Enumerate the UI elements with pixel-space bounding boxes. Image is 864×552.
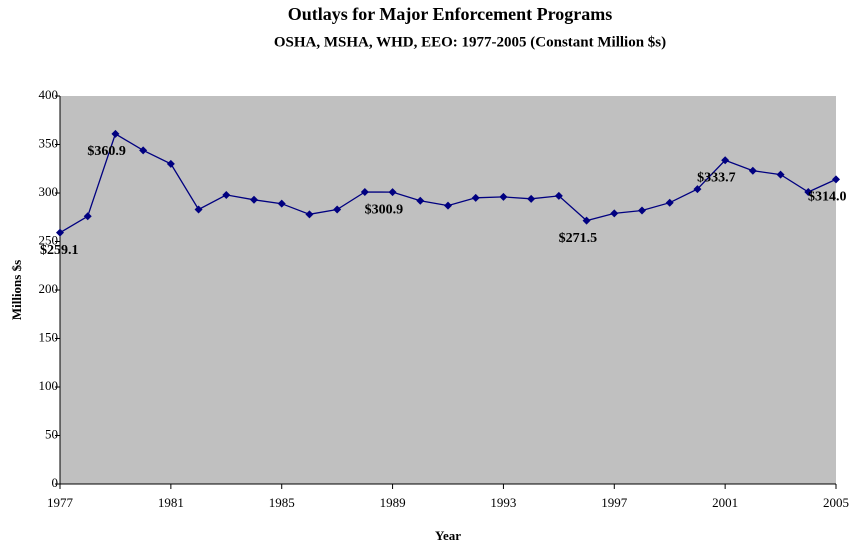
data-point <box>250 195 258 204</box>
data-label: $314.0 <box>808 190 847 205</box>
x-tick-label: 1977 <box>47 495 74 510</box>
data-point <box>166 159 175 168</box>
x-tick-label: 1997 <box>601 495 628 510</box>
y-axis-title: Millions $s <box>9 260 24 320</box>
data-point <box>832 175 840 184</box>
data-label: $300.9 <box>365 202 404 217</box>
plot-area <box>60 96 836 484</box>
data-point <box>748 166 757 175</box>
y-tick-label: 300 <box>39 184 59 199</box>
data-point <box>444 201 452 210</box>
data-point <box>804 188 813 197</box>
data-point <box>388 188 397 197</box>
data-point <box>499 192 508 201</box>
chart-subtitle: OSHA, MSHA, WHD, EEO: 1977-2005 (Constan… <box>274 34 666 50</box>
data-point <box>554 191 563 200</box>
data-point <box>527 194 536 203</box>
data-point <box>194 205 203 214</box>
data-label: $333.7 <box>697 171 736 186</box>
data-label: $271.5 <box>559 231 598 246</box>
y-tick-label: 400 <box>39 87 59 102</box>
x-tick-label: 1989 <box>380 495 406 510</box>
y-tick-label: 350 <box>39 135 59 150</box>
data-point <box>776 170 785 179</box>
data-point <box>222 190 231 199</box>
data-point <box>693 185 702 194</box>
data-label: $259.1 <box>40 243 79 258</box>
data-point <box>721 156 730 165</box>
data-point <box>360 188 369 197</box>
y-tick-label: 200 <box>39 281 59 296</box>
x-tick-label: 1981 <box>158 495 184 510</box>
data-point <box>83 212 92 221</box>
y-tick-label: 250 <box>39 232 59 247</box>
x-tick-label: 2001 <box>712 495 738 510</box>
data-label: $360.9 <box>87 144 126 159</box>
x-tick-label: 1993 <box>490 495 516 510</box>
y-tick-label: 100 <box>39 378 59 393</box>
y-tick-label: 50 <box>45 426 58 441</box>
y-tick-label: 0 <box>52 475 59 490</box>
y-tick-label: 150 <box>39 329 59 344</box>
data-point <box>665 198 674 207</box>
data-point <box>139 146 148 155</box>
data-point <box>305 210 314 219</box>
data-point <box>416 196 425 205</box>
data-point <box>471 193 480 202</box>
x-tick-label: 2005 <box>823 495 849 510</box>
data-point <box>277 199 286 208</box>
data-point <box>610 209 619 218</box>
data-point <box>333 205 342 214</box>
data-point <box>56 228 64 237</box>
chart-title: Outlays for Major Enforcement Programs <box>288 4 613 24</box>
x-axis-title: Year <box>435 528 461 543</box>
data-point <box>582 216 591 225</box>
x-tick-label: 1985 <box>269 495 295 510</box>
data-point <box>111 129 120 138</box>
data-point <box>638 206 646 215</box>
